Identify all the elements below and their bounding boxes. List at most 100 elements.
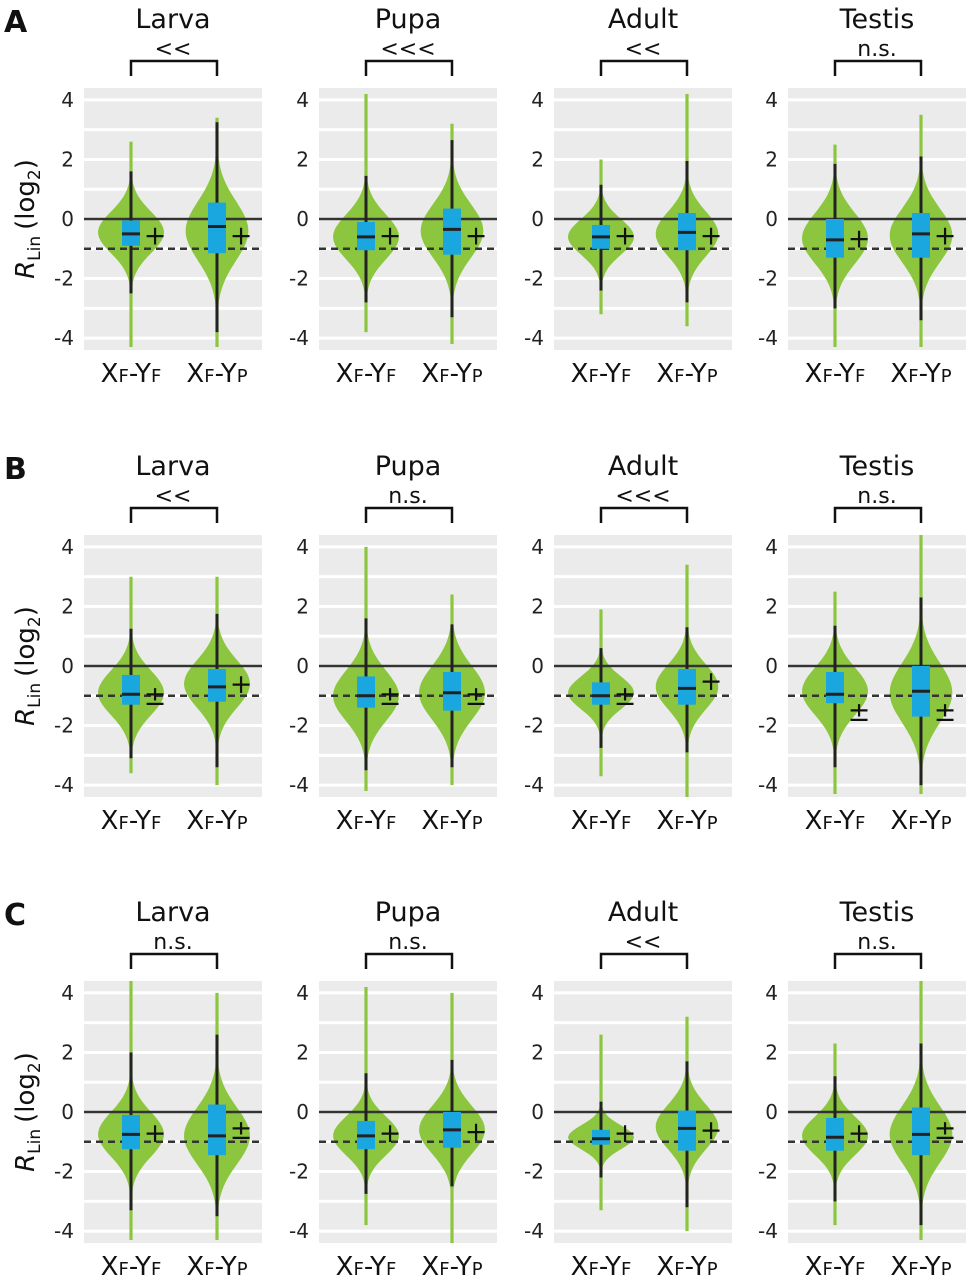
x-label-sub1: F [674,1259,684,1280]
x-label-main2: Y [134,359,151,389]
y-tick-label: 2 [296,147,309,171]
y-axis-label-main: R [11,1154,41,1172]
x-tick-label: XF-YF [101,359,162,389]
x-label-main2: Y [838,1252,855,1280]
x-label-sub1: F [439,1259,449,1280]
significance-bracket [129,506,219,523]
x-label-main1: X [890,806,908,836]
x-label-main2: Y [924,1252,941,1280]
significance-label: <<< [615,484,670,509]
y-tick-label: 0 [531,1100,544,1124]
x-label-dash: - [364,359,373,389]
x-tick-label: XF-YP [421,806,482,836]
x-label-sub1: F [908,813,918,834]
mean-marker: + [934,220,957,251]
y-tick-label: -2 [524,267,544,291]
x-label-sub2: P [707,813,718,834]
significance-bracket [129,952,219,969]
box-iqr [122,1114,140,1150]
x-tick-label: XF-YF [571,1252,632,1280]
x-label-dash: - [364,806,373,836]
mean-marker: ± [230,1115,253,1146]
mean-marker: + [230,669,253,700]
y-tick-label: -2 [758,1160,778,1184]
box-iqr [122,674,140,705]
x-tick-label: XF-YP [890,806,951,836]
x-label-dash: - [215,806,224,836]
x-label-sub2: P [941,366,952,387]
x-label-main2: Y [455,359,472,389]
x-tick-label: XF-YP [656,1252,717,1280]
y-tick-label: 0 [765,1100,778,1124]
x-label-main2: Y [924,806,941,836]
y-tick-label: 0 [61,654,74,678]
panel-title: Pupa [375,451,442,482]
y-tick-label: -2 [524,1160,544,1184]
significance-label: n.s. [388,930,427,955]
x-label-main2: Y [838,359,855,389]
x-label-sub2: P [941,1259,952,1280]
y-tick-label: -2 [524,714,544,738]
box-iqr [826,671,844,704]
x-tick-label: XF-YF [101,1252,162,1280]
x-label-main2: Y [369,806,386,836]
x-label-main1: X [336,359,354,389]
mean-marker: + [144,1118,167,1149]
y-tick-label: 2 [765,594,778,618]
x-label-main1: X [186,806,204,836]
box-iqr [443,208,461,255]
x-label-sub1: F [908,366,918,387]
y-tick-label: 2 [765,147,778,171]
x-label-sub1: F [822,1259,832,1280]
panel-title: Adult [608,451,678,482]
y-axis-label-paren: (log [11,180,41,230]
x-label-main1: X [421,1252,439,1280]
x-label-main1: X [656,806,674,836]
y-axis-label-main: R [11,261,41,279]
x-label-dash: - [215,1252,224,1280]
x-tick-label: XF-YF [805,1252,866,1280]
x-label-main1: X [656,359,674,389]
significance-bracket [129,59,219,76]
mean-marker: ± [934,697,957,728]
significance-label: <<< [380,37,435,62]
y-tick-label: -4 [289,326,309,350]
x-label-main1: X [571,1252,589,1280]
significance-bracket [364,59,454,76]
row-label-C: C [4,898,26,933]
significance-label: n.s. [388,484,427,509]
mean-marker: + [614,220,637,251]
x-tick-label: XF-YP [186,806,247,836]
y-tick-label: 0 [61,1100,74,1124]
x-label-dash: - [599,806,608,836]
row-label-B: B [4,452,27,487]
y-tick-label: 0 [531,207,544,231]
x-label-main2: Y [838,806,855,836]
y-tick-label: -2 [758,714,778,738]
y-tick-label: -4 [524,1219,544,1243]
x-label-main2: Y [369,1252,386,1280]
x-label-dash: - [919,1252,928,1280]
x-label-main2: Y [690,1252,707,1280]
x-label-main1: X [101,806,119,836]
y-axis-label-sub: Lin [25,236,45,261]
x-tick-label: XF-YP [890,359,951,389]
x-label-dash: - [450,359,459,389]
x-label-sub2: F [855,366,865,387]
x-label-main1: X [101,1252,119,1280]
mean-marker: + [465,220,488,251]
panel-title: Larva [135,451,210,482]
mean-marker: + [465,1116,488,1147]
x-label-sub2: P [472,1259,483,1280]
x-label-dash: - [450,806,459,836]
panel-title: Adult [608,897,678,928]
y-tick-label: -4 [289,1219,309,1243]
x-label-sub1: F [118,1259,128,1280]
x-label-dash: - [599,1252,608,1280]
panel-title: Larva [135,897,210,928]
x-label-dash: - [599,359,608,389]
x-label-main1: X [805,806,823,836]
box-iqr [592,682,610,705]
